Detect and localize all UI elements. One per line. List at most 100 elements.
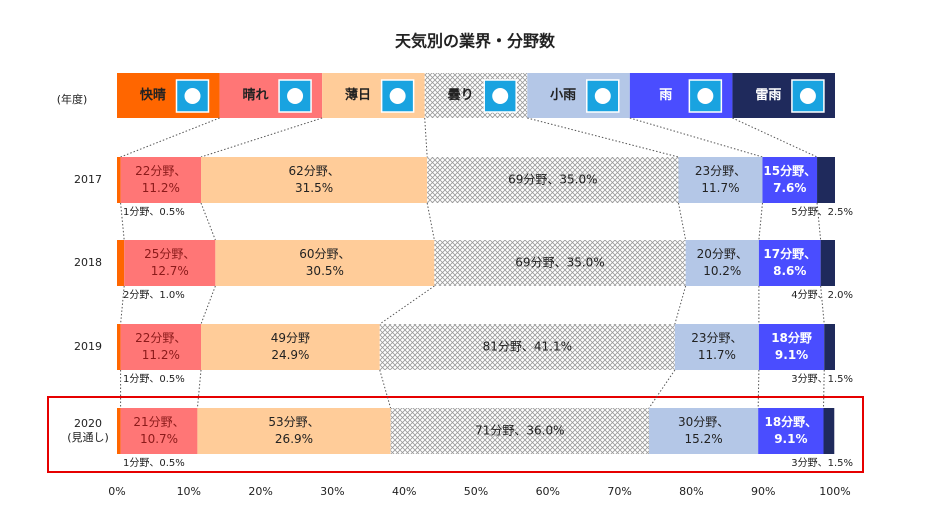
data-label: 15.2%	[685, 432, 723, 446]
data-label: 20分野、	[697, 247, 748, 261]
bar-segment	[201, 157, 428, 203]
bar-segment	[117, 324, 121, 370]
connector	[379, 285, 435, 325]
data-label: 1分野、0.5%	[123, 373, 185, 385]
legend-icon	[688, 79, 723, 113]
legend-label: 雷雨	[755, 87, 781, 103]
connector	[379, 369, 392, 409]
y-tick-label-line: 2020	[74, 417, 102, 430]
data-label: 2分野、1.0%	[123, 289, 185, 301]
data-label: 62分野、	[288, 164, 339, 178]
connector	[120, 202, 125, 241]
bar-segment	[824, 324, 835, 370]
connector	[200, 285, 216, 325]
x-tick-label: 0%	[108, 485, 125, 498]
legend-icon	[483, 79, 517, 113]
connector	[424, 117, 428, 158]
bar-segment	[434, 240, 686, 286]
category-axis-label: (年度)	[57, 92, 88, 106]
y-tick-label: 2018	[74, 256, 102, 269]
legend-icon-mark	[184, 88, 201, 104]
data-label: 11.2%	[142, 348, 180, 362]
data-label: 11.2%	[142, 181, 180, 195]
connector	[196, 369, 202, 409]
data-label: 49分野	[271, 331, 310, 345]
connector	[820, 285, 825, 325]
bar-segment	[117, 157, 121, 203]
highlight-box	[47, 396, 864, 473]
x-tick-label: 10%	[177, 485, 201, 498]
bar-segment	[817, 157, 835, 203]
connector	[757, 369, 760, 409]
connector	[823, 369, 825, 409]
bar-segment	[117, 240, 125, 286]
connector	[200, 117, 323, 158]
x-tick-label: 70%	[607, 485, 631, 498]
data-label: 4分野、2.0%	[791, 289, 853, 301]
legend-label: 晴れ	[242, 87, 268, 103]
bar-segment	[823, 408, 835, 454]
legend-icon-mark	[389, 88, 406, 104]
bar-segment	[120, 408, 198, 454]
bar-segment	[120, 324, 202, 370]
data-label: 21分野、	[133, 415, 184, 429]
data-label: 22分野、	[135, 331, 186, 345]
x-tick-label: 60%	[536, 485, 560, 498]
connector	[426, 202, 435, 241]
connector	[629, 117, 763, 158]
bar-segment	[758, 240, 821, 286]
x-tick-label: 90%	[751, 485, 775, 498]
data-label: 60分野、	[299, 247, 350, 261]
data-label: 3分野、1.5%	[791, 457, 853, 469]
data-label: 18分野	[771, 330, 812, 345]
legend-label: 快晴	[140, 87, 166, 103]
data-label: 5分野、2.5%	[791, 206, 853, 218]
bar-segment	[215, 240, 435, 286]
data-label: 53分野、	[268, 415, 319, 429]
data-label: 11.7%	[698, 348, 736, 362]
data-label: 7.6%	[773, 181, 806, 195]
data-label: 69分野、35.0%	[508, 173, 597, 187]
bar-segment	[201, 324, 380, 370]
data-label: 81分野、41.1%	[483, 340, 572, 354]
x-tick-label: 50%	[464, 485, 488, 498]
bar-segment	[390, 408, 650, 454]
x-tick-label: 30%	[320, 485, 344, 498]
bar-segment	[124, 240, 216, 286]
legend-icon-mark	[697, 88, 714, 104]
data-label: 1分野、0.5%	[123, 206, 185, 218]
data-label: 25分野、	[144, 247, 195, 261]
legend-label: 薄日	[345, 87, 371, 103]
bar-segment	[762, 157, 818, 203]
bar-segment	[820, 240, 835, 286]
data-label: 26.9%	[275, 432, 313, 446]
connector	[732, 117, 818, 158]
data-label: 23分野、	[695, 164, 746, 178]
data-label: 22分野、	[135, 164, 186, 178]
bar-segment	[379, 324, 675, 370]
y-tick-label-line: (見通し)	[67, 431, 109, 444]
y-tick-label: 2020 (見通し)	[67, 417, 109, 444]
data-label: 10.2%	[703, 264, 741, 278]
data-label: 24.9%	[271, 348, 309, 362]
legend-label: 小雨	[550, 88, 576, 103]
x-tick-label: 80%	[679, 485, 703, 498]
data-label: 31.5%	[295, 181, 333, 195]
connector	[120, 285, 125, 325]
data-label: 18分野、	[764, 414, 817, 429]
legend-label: 雨	[659, 88, 672, 103]
x-tick-label: 20%	[248, 485, 272, 498]
data-label: 9.1%	[774, 432, 807, 446]
connector	[758, 202, 763, 241]
y-tick-label: 2017	[74, 173, 102, 186]
data-label: 1分野、0.5%	[123, 457, 185, 469]
bar-segment	[674, 324, 759, 370]
bar-segment	[649, 408, 759, 454]
data-label: 11.7%	[701, 181, 739, 195]
connector	[674, 285, 687, 325]
bar-segment	[197, 408, 391, 454]
data-label: 69分野、35.0%	[515, 256, 604, 270]
data-label: 9.1%	[775, 348, 808, 362]
legend-icon	[586, 79, 620, 113]
